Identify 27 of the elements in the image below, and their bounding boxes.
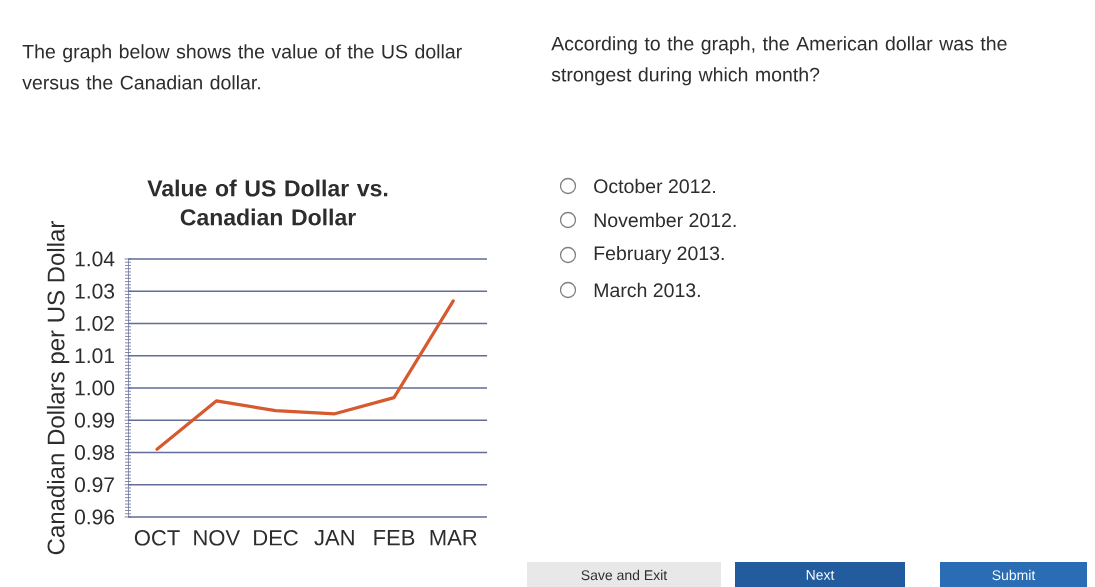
- y-tick-label: 1.04: [75, 251, 115, 267]
- y-tick-label: 0.99: [74, 412, 114, 428]
- text: According to the graph, the American dollar was the strongest during which month?: [551, 36, 1007, 86]
- y-tick-label: 1.01: [75, 348, 114, 364]
- x-tick-label: OCT: [134, 530, 180, 546]
- text: November 2012.: [594, 212, 736, 228]
- y-axis-title: Canadian Dollars per US Dollar: [46, 221, 70, 555]
- x-tick-label: FEB: [374, 530, 415, 546]
- line-series: [155, 299, 455, 451]
- text: March 2013.: [594, 282, 700, 298]
- text: The graph below shows the value of the US dollar versus the Canadian dollar.: [22, 44, 462, 90]
- y-tick-label: 1.03: [75, 283, 115, 299]
- text: February 2013.: [594, 245, 724, 265]
- text: Submit: [992, 569, 1036, 581]
- y-tick-label: 1.02: [75, 316, 114, 331]
- y-tick-label: 1.00: [75, 380, 115, 396]
- x-tick-label: JAN: [314, 530, 354, 546]
- text: Next: [806, 570, 835, 580]
- text: October 2012.: [594, 178, 715, 194]
- y-tick-label: 0.97: [74, 477, 114, 493]
- text: Save and Exit: [581, 569, 668, 581]
- y-tick-label: 0.96: [74, 509, 115, 525]
- x-tick-label: DEC: [254, 530, 298, 546]
- x-tick-label: MAR: [430, 530, 477, 546]
- chart-title: Value of US Dollar vs. Canadian Dollar: [147, 179, 388, 226]
- x-tick-label: NOV: [194, 530, 241, 546]
- y-tick-label: 0.98: [74, 445, 115, 460]
